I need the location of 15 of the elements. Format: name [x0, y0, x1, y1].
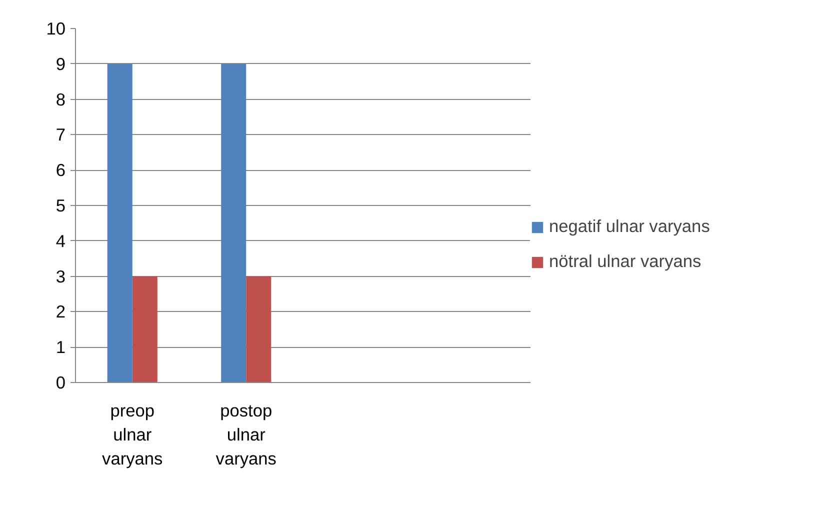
y-tick-label: 4	[56, 230, 66, 251]
y-tick-label: 3	[56, 266, 66, 286]
x-tick-label: preop ulnar varyans	[102, 400, 164, 468]
y-tick-label: 1	[56, 337, 66, 358]
y-tick-label: 6	[56, 160, 66, 180]
y-tick-label: 9	[56, 54, 66, 74]
y-tick-label: 10	[46, 18, 66, 38]
legend-label: nötral ulnar varyans	[549, 251, 702, 272]
y-tick-label: 7	[56, 124, 66, 145]
y-tick-label: 0	[56, 372, 66, 392]
y-tick-label: 2	[56, 302, 66, 322]
legend-label: negatif ulnar varyans	[549, 216, 710, 237]
y-tick-label: 8	[56, 89, 66, 110]
y-tick-label: 5	[56, 196, 66, 216]
x-tick-label: postop ulnar varyans	[216, 400, 277, 468]
